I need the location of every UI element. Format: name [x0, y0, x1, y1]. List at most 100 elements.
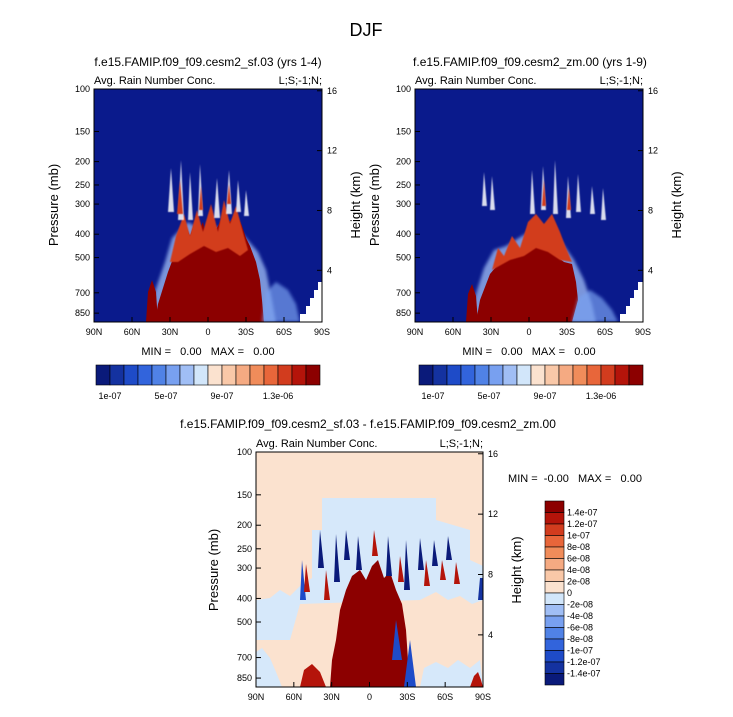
height-tick-label: 4 — [488, 630, 493, 640]
colorbar-swatch — [516, 364, 532, 386]
colorbar-swatch — [291, 364, 307, 386]
y-tick-label: 500 — [75, 253, 90, 263]
colorbar-swatch — [544, 581, 565, 594]
y-axis-label: Pressure (mb) — [206, 529, 221, 611]
x-tick-label: 90N — [86, 327, 103, 337]
left-edge-blob — [146, 280, 158, 322]
colorbar-swatch — [586, 364, 602, 386]
colorbar-swatch — [249, 364, 265, 386]
colorbar-label: 1.2e-07 — [567, 519, 598, 529]
y-tick-label: 850 — [396, 308, 411, 318]
y-tick-label: 250 — [396, 180, 411, 190]
height-tick-label: 12 — [488, 509, 498, 519]
field-blobs — [256, 498, 483, 687]
x-tick-label: 0 — [205, 327, 210, 337]
height-tick-label: 12 — [648, 146, 658, 156]
y-tick-label: 150 — [237, 490, 252, 500]
height-tick-label: 16 — [488, 449, 498, 459]
colorbar-swatch — [544, 535, 565, 548]
colorbar-swatch — [263, 364, 279, 386]
right-steps — [300, 282, 322, 322]
height-tick-label: 16 — [327, 86, 337, 96]
figure-title: DJF — [350, 20, 383, 40]
stats-label: MIN = 0.00 MAX = 0.00 — [141, 346, 274, 358]
panel-subtitle-left: Avg. Rain Number Conc. — [415, 75, 536, 87]
y-tick-label: 700 — [396, 288, 411, 298]
stats-label: MIN = -0.00 MAX = 0.00 — [508, 473, 642, 485]
y-tick-label: 300 — [396, 199, 411, 209]
colorbar-swatch — [95, 364, 111, 386]
height-tick-label: 12 — [327, 146, 337, 156]
colorbar-swatch — [235, 364, 251, 386]
colorbar-swatch — [123, 364, 139, 386]
x-tick-label: 60N — [445, 327, 462, 337]
y-tick-label: 100 — [75, 84, 90, 94]
x-tick-label: 60S — [276, 327, 292, 337]
x-tick-label: 60N — [286, 692, 303, 702]
colorbar-swatch — [179, 364, 195, 386]
y-tick-label: 300 — [237, 563, 252, 573]
colorbar-swatch — [305, 364, 321, 386]
colorbar-swatch — [530, 364, 546, 386]
colorbar-swatch — [628, 364, 644, 386]
y-tick-label: 300 — [75, 199, 90, 209]
y-tick-label: 400 — [396, 229, 411, 239]
colorbar-label: 1.4e-07 — [567, 508, 598, 518]
colorbar-label: 9e-07 — [533, 391, 556, 401]
colorbar-label: -4e-08 — [567, 611, 593, 621]
colorbar-swatch — [151, 364, 167, 386]
panel-subtitle-right: L;S;-1;N; — [600, 75, 643, 87]
colorbar-label: 5e-07 — [154, 391, 177, 401]
x-tick-label: 30S — [399, 692, 415, 702]
diff-bottom-red — [300, 664, 483, 687]
colorbar-swatch — [544, 604, 565, 617]
colorbar-label: 1.3e-06 — [586, 391, 617, 401]
colorbar-swatch — [488, 364, 504, 386]
colorbar-label: 0 — [567, 588, 572, 598]
plot-area — [414, 88, 644, 323]
colorbar-swatch — [502, 364, 518, 386]
y-tick-label: 250 — [75, 180, 90, 190]
colorbar-swatch — [544, 512, 565, 525]
x-tick-label: 0 — [526, 327, 531, 337]
x-tick-label: 90N — [248, 692, 265, 702]
height-tick-label: 4 — [327, 265, 332, 275]
diff-blue-streaks — [318, 530, 452, 590]
colorbar-swatch — [544, 627, 565, 640]
left-edge-blob — [466, 284, 478, 322]
colorbar-swatch — [446, 364, 462, 386]
height-axis-label: Height (km) — [509, 536, 524, 603]
colorbar-label: 9e-07 — [210, 391, 233, 401]
colorbar-swatch — [474, 364, 490, 386]
panel-title: f.e15.FAMIP.f09_f09.cesm2_zm.00 (yrs 1-9… — [413, 55, 647, 69]
colorbar-swatch — [614, 364, 630, 386]
x-tick-label: 30N — [323, 692, 340, 702]
y-axis-label: Pressure (mb) — [367, 164, 382, 246]
light-blue-left — [256, 648, 282, 687]
height-axis-label: Height (km) — [669, 171, 684, 238]
colorbar-swatch — [544, 364, 560, 386]
colorbar-label: 1e-07 — [567, 531, 590, 541]
diff-red-core — [330, 560, 410, 687]
field-blobs — [146, 160, 322, 322]
y-tick-label: 100 — [396, 84, 411, 94]
colorbar-label: 2e-08 — [567, 577, 590, 587]
cloud-streaks-white — [168, 160, 249, 220]
colorbar-swatch — [544, 638, 565, 651]
colorbar-swatch — [221, 364, 237, 386]
blob-main — [476, 228, 578, 322]
colorbar-swatch — [544, 523, 565, 536]
stats-label: MIN = 0.00 MAX = 0.00 — [462, 346, 595, 358]
light-blue-band — [256, 498, 483, 640]
colorbar-swatch — [544, 569, 565, 582]
colorbar-swatch — [544, 673, 565, 686]
colorbar-swatch — [544, 650, 565, 663]
diff-right-blue — [478, 578, 483, 600]
right-halo — [262, 282, 300, 322]
colorbar-label: -6e-08 — [567, 623, 593, 633]
colorbar-swatch — [277, 364, 293, 386]
x-tick-label: 30S — [238, 327, 254, 337]
height-tick-label: 8 — [488, 570, 493, 580]
x-tick-label: 60N — [124, 327, 141, 337]
